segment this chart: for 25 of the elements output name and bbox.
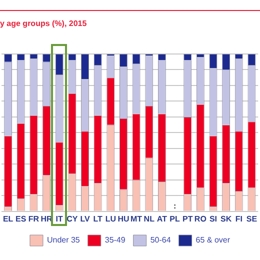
x-tick-label: SI [209,214,218,224]
annotation: : [173,202,176,211]
x-tick-label: IT [56,214,64,224]
x-tick-label: FI [235,214,242,224]
x-tick-label: SE [246,214,258,224]
x-tick-label: ES [16,214,27,224]
x-tick-label: PL [170,214,180,224]
x-tick-label: NL [144,214,155,224]
x-tick-label: EL [2,214,14,224]
x-tick-label: CY [66,214,78,224]
x-tick-label: FR [28,214,40,224]
legend-label: Under 35 [46,236,80,245]
x-tick-label: HU [118,214,130,224]
x-tick-label: LV [80,214,90,224]
x-tick-label: AT [156,214,168,224]
x-tick-label: RO [194,214,206,224]
chart-title: y age groups (%), 2015 [0,19,87,28]
x-tick-label: MT [130,214,142,224]
x-tick-label: SK [220,214,232,224]
legend-label: 65 & over [196,236,230,245]
legend-label: 35-49 [104,236,126,245]
x-tick-label: LT [93,214,103,224]
x-tick-label: PT [182,214,193,224]
legend-label: 50-64 [150,236,172,245]
x-tick-label: LU [105,214,116,224]
